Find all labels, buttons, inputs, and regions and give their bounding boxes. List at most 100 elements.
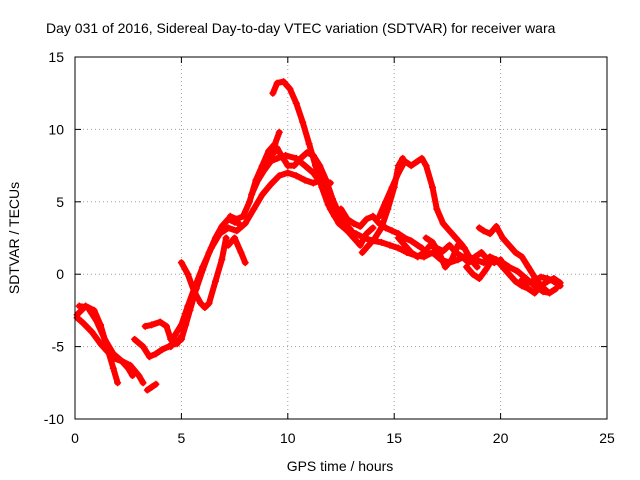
data-point <box>531 276 539 284</box>
data-point <box>177 332 185 340</box>
data-point <box>233 215 241 223</box>
data-point <box>433 205 441 213</box>
data-point <box>480 227 488 235</box>
data-point <box>248 191 256 199</box>
series-line <box>76 303 136 379</box>
data-point <box>233 227 241 235</box>
data-point <box>277 151 285 159</box>
data-point <box>205 299 213 307</box>
data-point <box>92 317 100 325</box>
data-point <box>394 169 402 177</box>
data-point <box>139 343 147 351</box>
y-tick-label: -10 <box>44 411 64 427</box>
data-point <box>143 386 151 394</box>
data-point <box>109 364 117 372</box>
data-point <box>299 118 307 126</box>
chart-title: Day 031 of 2016, Sidereal Day-to-day VTE… <box>46 20 556 36</box>
data-point <box>486 253 494 261</box>
data-point <box>190 285 198 293</box>
series-track-r <box>422 234 481 271</box>
data-point <box>197 299 205 307</box>
data-point <box>543 275 551 283</box>
data-point <box>429 248 437 256</box>
data-point <box>260 166 268 174</box>
data-point <box>343 215 351 223</box>
data-point <box>358 248 366 256</box>
data-point <box>286 85 294 93</box>
data-point <box>475 224 483 232</box>
data-point <box>537 273 545 281</box>
data-point <box>414 241 422 249</box>
data-point <box>84 304 92 312</box>
data-point <box>218 256 226 264</box>
data-point <box>224 241 232 249</box>
data-point <box>269 89 277 97</box>
data-point <box>184 302 192 310</box>
data-point <box>475 275 483 283</box>
data-point <box>216 230 224 238</box>
data-point <box>446 241 454 249</box>
grid-layer <box>75 57 607 419</box>
data-point <box>505 263 513 271</box>
data-point <box>543 288 551 296</box>
data-point <box>492 222 500 230</box>
data-point <box>128 372 136 380</box>
data-point <box>524 279 532 287</box>
data-point <box>492 256 500 264</box>
data-point <box>356 222 364 230</box>
y-tick-label: -5 <box>52 339 65 355</box>
data-point <box>152 350 160 358</box>
series-track-p <box>375 154 466 249</box>
x-tick-label: 0 <box>71 430 79 446</box>
data-point <box>331 212 339 220</box>
data-point <box>118 357 126 365</box>
data-point <box>201 304 209 312</box>
data-point <box>239 212 247 220</box>
data-point <box>292 172 300 180</box>
data-point <box>420 248 428 256</box>
data-point <box>556 282 564 290</box>
data-point <box>158 345 166 353</box>
data-point <box>460 244 468 252</box>
data-point <box>199 263 207 271</box>
data-point <box>388 227 396 235</box>
data-point <box>309 179 317 187</box>
data-point <box>537 282 545 290</box>
series-track-v <box>518 273 564 290</box>
data-point <box>237 248 245 256</box>
data-point <box>473 263 481 271</box>
y-axis-label: SDTVAR / TECUs <box>6 182 22 294</box>
data-point <box>499 263 507 271</box>
data-point <box>301 162 309 170</box>
data-point <box>401 241 409 249</box>
data-point <box>505 270 513 278</box>
data-point <box>114 379 122 387</box>
data-point <box>407 162 415 170</box>
series-track-f <box>143 380 160 394</box>
data-point <box>401 234 409 242</box>
data-point <box>301 176 309 184</box>
data-point <box>324 201 332 209</box>
data-point <box>101 335 109 343</box>
data-point <box>386 241 394 249</box>
x-tick-label: 10 <box>280 430 296 446</box>
series-line <box>225 235 249 266</box>
data-point <box>284 169 292 177</box>
data-point <box>414 157 422 165</box>
data-point <box>163 322 171 330</box>
data-point <box>226 212 234 220</box>
data-point <box>245 198 253 206</box>
data-point <box>267 180 275 188</box>
data-point <box>531 289 539 297</box>
series-track-c <box>75 302 136 380</box>
data-point <box>422 162 430 170</box>
data-point <box>337 205 345 213</box>
data-point <box>265 147 273 155</box>
data-point <box>499 234 507 242</box>
data-point <box>429 183 437 191</box>
data-point <box>514 267 522 275</box>
data-point <box>350 220 358 228</box>
x-axis-ticks: 0 5 10 15 20 25 <box>71 57 615 446</box>
data-point <box>124 364 132 372</box>
data-point <box>511 248 519 256</box>
